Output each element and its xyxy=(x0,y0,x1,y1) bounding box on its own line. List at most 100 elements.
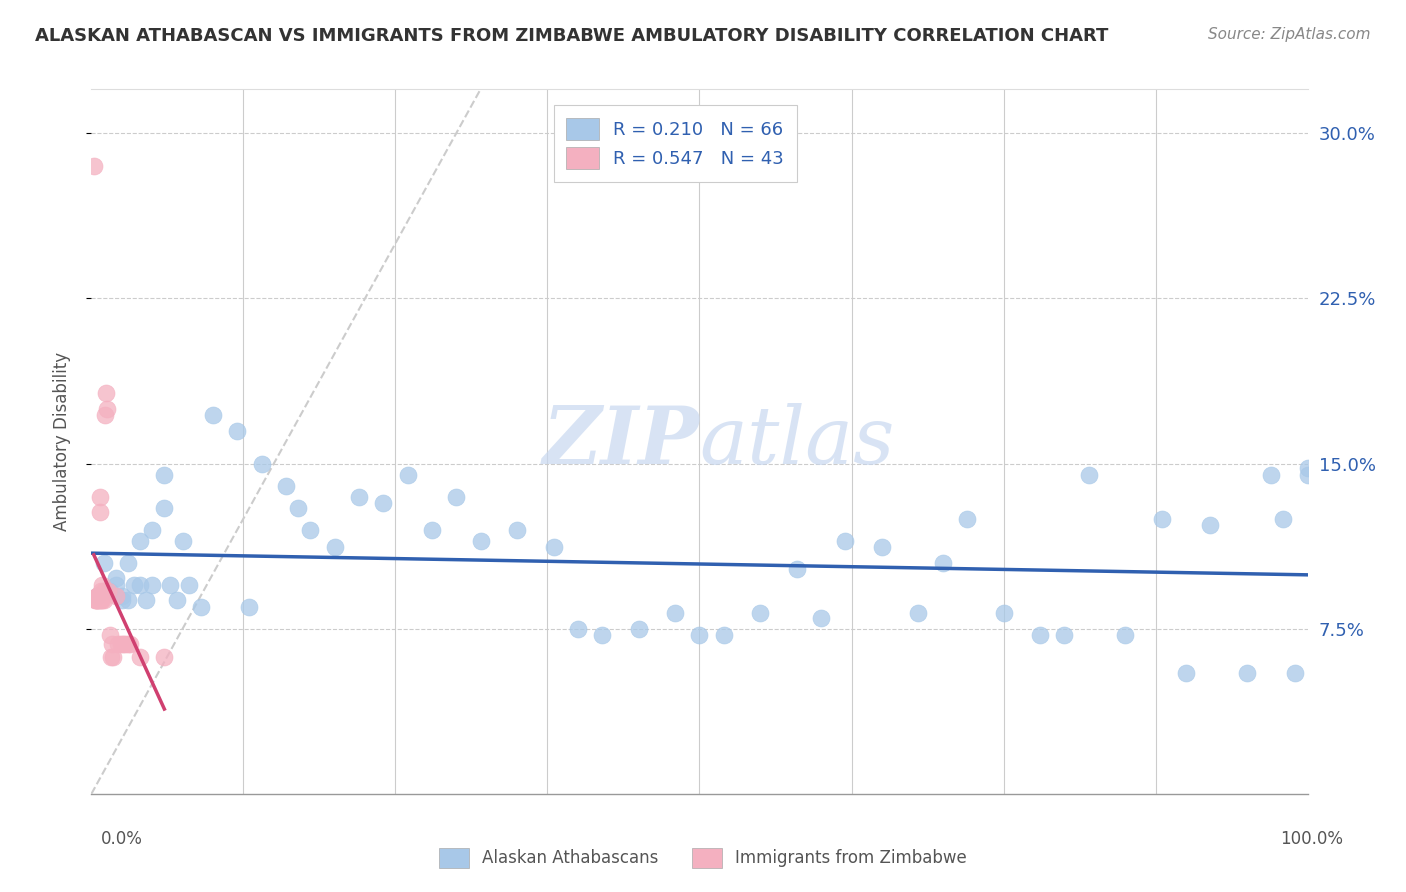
Point xyxy=(111,637,134,651)
Point xyxy=(117,593,139,607)
Point xyxy=(1284,665,1306,680)
Point xyxy=(101,637,124,651)
Point xyxy=(129,533,152,548)
Text: Source: ZipAtlas.com: Source: ZipAtlas.com xyxy=(1208,27,1371,42)
Point xyxy=(86,593,108,607)
Point xyxy=(274,478,297,492)
Point xyxy=(1114,628,1136,642)
Point xyxy=(591,628,613,642)
Point xyxy=(122,577,145,591)
Point xyxy=(86,591,108,605)
Point xyxy=(87,591,110,605)
Point xyxy=(87,589,110,603)
Point xyxy=(91,577,114,591)
Point xyxy=(190,599,212,614)
Point xyxy=(84,593,107,607)
Point xyxy=(238,599,260,614)
Point xyxy=(1175,665,1198,680)
Point xyxy=(135,593,157,607)
Point xyxy=(420,523,443,537)
Point xyxy=(1199,518,1222,533)
Point xyxy=(120,637,142,651)
Point xyxy=(89,593,111,607)
Legend: Alaskan Athabascans, Immigrants from Zimbabwe: Alaskan Athabascans, Immigrants from Zim… xyxy=(432,841,974,875)
Point xyxy=(810,610,832,624)
Point xyxy=(141,523,163,537)
Point xyxy=(1296,467,1319,482)
Point xyxy=(749,607,772,621)
Point xyxy=(956,511,979,525)
Point xyxy=(103,650,125,665)
Point xyxy=(129,650,152,665)
Point xyxy=(226,424,249,438)
Point xyxy=(86,593,108,607)
Point xyxy=(1029,628,1052,642)
Point xyxy=(834,533,856,548)
Point xyxy=(713,628,735,642)
Point xyxy=(90,584,112,599)
Point xyxy=(104,577,127,591)
Point xyxy=(104,589,127,603)
Point xyxy=(93,593,115,607)
Point xyxy=(1272,511,1295,525)
Text: ALASKAN ATHABASCAN VS IMMIGRANTS FROM ZIMBABWE AMBULATORY DISABILITY CORRELATION: ALASKAN ATHABASCAN VS IMMIGRANTS FROM ZI… xyxy=(35,27,1108,45)
Point xyxy=(202,408,225,422)
Text: atlas: atlas xyxy=(699,403,894,480)
Point xyxy=(567,622,589,636)
Point xyxy=(89,490,111,504)
Point xyxy=(87,589,110,603)
Point xyxy=(153,500,176,515)
Point xyxy=(299,523,322,537)
Point xyxy=(117,637,139,651)
Point xyxy=(86,589,108,603)
Point xyxy=(104,571,127,585)
Point xyxy=(89,505,111,519)
Point xyxy=(1077,467,1099,482)
Point xyxy=(84,591,107,605)
Point xyxy=(93,556,115,570)
Point xyxy=(110,637,132,651)
Point xyxy=(1053,628,1076,642)
Point xyxy=(94,386,117,401)
Point xyxy=(86,589,108,603)
Point xyxy=(1296,461,1319,475)
Point xyxy=(83,591,105,605)
Point xyxy=(94,408,117,422)
Point xyxy=(347,490,370,504)
Point xyxy=(907,607,929,621)
Point xyxy=(84,591,107,605)
Point xyxy=(86,593,108,607)
Point xyxy=(287,500,309,515)
Point xyxy=(117,556,139,570)
Point xyxy=(172,533,194,548)
Point xyxy=(141,577,163,591)
Point xyxy=(993,607,1015,621)
Point xyxy=(627,622,650,636)
Point xyxy=(931,556,953,570)
Point xyxy=(84,593,107,607)
Point xyxy=(87,593,110,607)
Point xyxy=(153,467,176,482)
Point xyxy=(323,541,346,555)
Point xyxy=(396,467,419,482)
Point xyxy=(1260,467,1282,482)
Point xyxy=(1236,665,1258,680)
Point xyxy=(177,577,200,591)
Point xyxy=(86,589,108,603)
Point xyxy=(84,591,107,605)
Point xyxy=(100,650,122,665)
Point xyxy=(111,593,134,607)
Point xyxy=(83,159,105,173)
Point xyxy=(98,628,121,642)
Point xyxy=(114,637,136,651)
Point xyxy=(111,589,134,603)
Point xyxy=(870,541,893,555)
Point xyxy=(166,593,188,607)
Point xyxy=(107,637,129,651)
Point xyxy=(543,541,565,555)
Text: ZIP: ZIP xyxy=(543,403,699,480)
Point xyxy=(97,584,120,599)
Point xyxy=(688,628,710,642)
Point xyxy=(470,533,492,548)
Point xyxy=(786,562,808,576)
